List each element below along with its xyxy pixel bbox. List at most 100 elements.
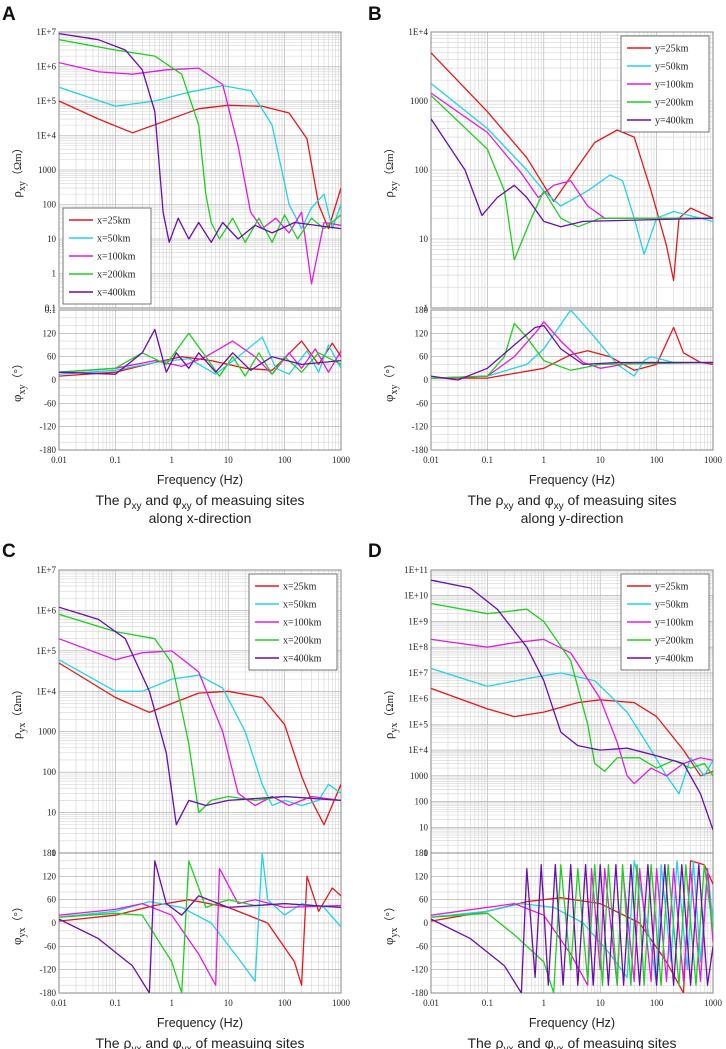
phi-axis-label: φyx（°） (9, 901, 28, 945)
x-axis-label: Frequency (Hz) (529, 1016, 615, 1030)
rho-tick-label: 1000 (410, 96, 429, 106)
phi-symbol: φ (9, 394, 24, 402)
legend-label: y=100km (655, 618, 694, 629)
phi-tick-label: 60 (47, 895, 57, 905)
caption-subscript: xy (131, 501, 141, 512)
phi-series-line (431, 322, 713, 379)
panel-a: 1E+7 1E+6 1E+5 1E+4 1000 100 10 1 0.1 0.1 120 60 0 -6… (2, 4, 351, 526)
x-tick-label: 100 (278, 455, 292, 465)
phi-tick-label: 0 (424, 918, 429, 928)
x-tick-label: 100 (650, 455, 664, 465)
phi-tick-label: 0 (52, 918, 57, 928)
component-subscript: yx (17, 927, 28, 937)
phi-tick-label: -60 (44, 941, 56, 951)
rho-tick-label: 100 (43, 767, 57, 777)
rho-tick-label: 1E+4 (36, 131, 56, 141)
series-lines (431, 579, 713, 993)
phi-series-line (59, 867, 341, 986)
rho-unit: （Ωm） (11, 684, 24, 723)
legend-label: x=25km (97, 216, 131, 227)
rho-tick-label: 1E+4 (408, 745, 428, 755)
phi-frame (58, 309, 342, 451)
x-tick-label: 10 (596, 455, 606, 465)
phi-tick-label: -180 (40, 445, 57, 455)
phi-series-line (431, 860, 713, 986)
series-lines (59, 606, 341, 993)
x-tick-label: 10 (596, 998, 606, 1008)
x-tick-label: 10 (224, 998, 234, 1008)
component-subscript: xy (17, 384, 28, 394)
rho-unit: （Ωm） (383, 684, 396, 723)
rho-tick-label: 1E+5 (36, 96, 56, 106)
caption-text: of measuing sites (192, 492, 305, 508)
series-lines (59, 32, 341, 377)
rho-tick-label: 1E+7 (36, 27, 56, 37)
rho-symbol: ρ (9, 733, 24, 740)
phi-tick-label: 120 (43, 328, 57, 338)
caption-text: and (513, 492, 544, 508)
x-tick-label: 0.01 (423, 998, 439, 1008)
x-tick-label: 1000 (704, 998, 723, 1008)
caption-phi: φ (173, 492, 182, 508)
legend-label: y=50km (655, 62, 689, 73)
phi-series-line (59, 332, 341, 377)
phi-symbol: φ (381, 937, 396, 945)
x-tick-label: 1000 (332, 455, 351, 465)
legend-label: y=200km (655, 98, 694, 109)
rho-series-line (431, 579, 713, 831)
x-tick-label: 0.1 (482, 998, 493, 1008)
caption-rho: ρ (495, 1035, 503, 1049)
legend-label: y=25km (655, 44, 689, 55)
rho-axis-label: ρyx（Ωm） (381, 684, 400, 739)
caption-line-2: along x-direction (149, 510, 252, 526)
rho-tick-label: 10 (47, 234, 57, 244)
phi-tick-label: 120 (415, 871, 429, 881)
rho-tick-label: 10 (419, 822, 429, 832)
phi-tick-label: 180 (415, 848, 429, 858)
caption-subscript: xy (503, 501, 513, 512)
x-tick-label: 0.01 (423, 455, 439, 465)
rho-tick-label: 1E+6 (36, 62, 56, 72)
rho-tick-label: 10 (47, 808, 57, 818)
legend-label: x=200km (97, 270, 136, 281)
grid (58, 570, 341, 994)
phi-tick-label: 60 (419, 895, 429, 905)
rho-tick-label: 1E+10 (404, 591, 429, 601)
phi-axis-label: φxy（°） (9, 358, 28, 402)
x-tick-label: 0.1 (482, 455, 493, 465)
rho-axis-label: ρyx（Ωm） (9, 684, 28, 739)
caption-text: of measuing sites (564, 1035, 677, 1049)
x-tick-label: 0.01 (51, 998, 67, 1008)
rho-frame (58, 31, 342, 309)
x-tick-label: 1 (170, 455, 175, 465)
rho-series-line (59, 606, 341, 826)
phi-series-line (431, 324, 713, 381)
rho-tick-label: 1000 (410, 771, 429, 781)
phi-series-line (59, 860, 341, 993)
x-tick-label: 10 (224, 455, 234, 465)
phi-series-line (59, 852, 341, 982)
rho-tick-label: 100 (415, 797, 429, 807)
legend: y=25km y=50km y=100km y=200km y=400km (620, 35, 710, 133)
phi-axis-label: φyx（°） (381, 901, 400, 945)
caption-text: of measuing sites (192, 1035, 305, 1049)
rho-series-line (59, 32, 341, 243)
caption-subscript: yx (182, 1044, 192, 1049)
phi-unit: （°） (383, 358, 396, 384)
x-tick-label: 1000 (332, 998, 351, 1008)
phi-tick-label: -120 (412, 422, 429, 432)
rho-symbol: ρ (381, 733, 396, 740)
component-subscript: xy (17, 181, 28, 191)
legend-label: x=50km (97, 234, 131, 245)
caption-phi: φ (173, 1035, 182, 1049)
rho-series-line (59, 84, 341, 230)
phi-tick-label: 0 (424, 375, 429, 385)
phi-tick-label: 0.1 (45, 305, 56, 315)
phi-series-line (59, 340, 341, 375)
panel-letter: D (368, 541, 382, 562)
phi-frame (58, 852, 342, 994)
x-tick-label: 1000 (704, 455, 723, 465)
phi-series-line (59, 328, 341, 375)
rho-tick-label: 1000 (38, 727, 57, 737)
phi-symbol: φ (381, 394, 396, 402)
